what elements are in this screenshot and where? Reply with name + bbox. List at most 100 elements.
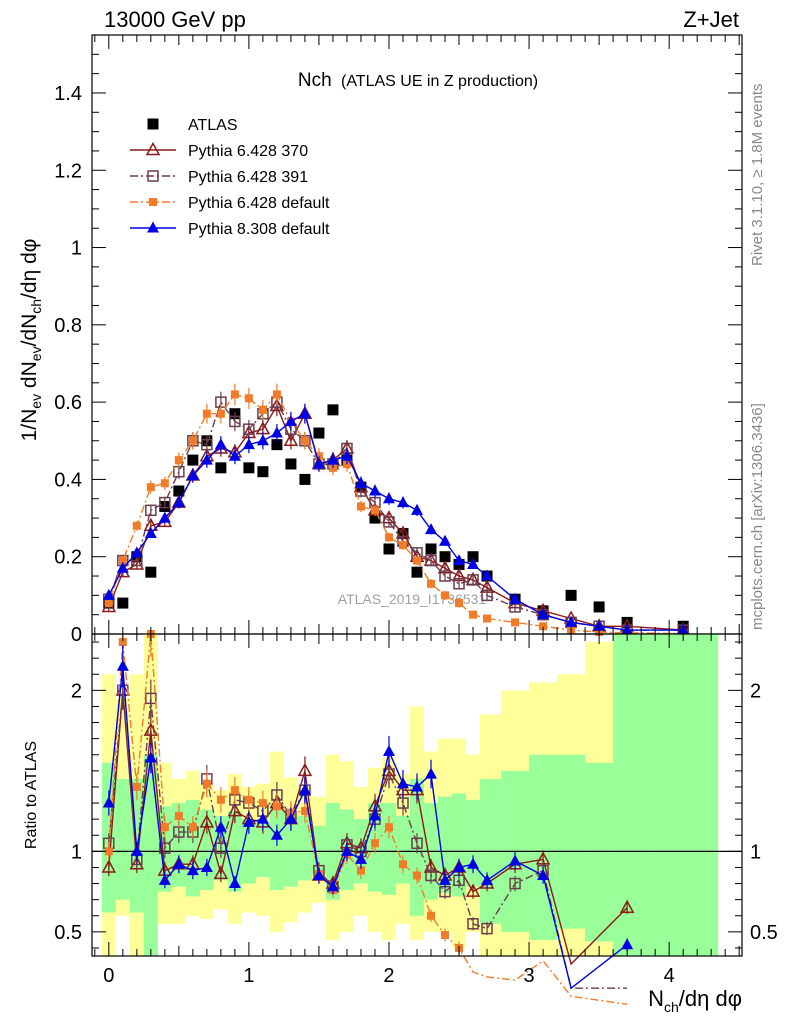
ratio-point [509,854,522,866]
ratio-y-tick-label: 0.5 [54,922,82,944]
data-point [118,556,127,565]
data-point [411,566,423,578]
ratio-point [199,814,215,828]
ratio-point [481,922,493,935]
data-point [214,438,227,450]
data-point [270,426,283,438]
ratio-point [298,783,311,795]
ratio-axes: 0.5 0.5 1 1 2 2 0 1 2 3 4 [54,35,778,987]
data-point [413,556,421,565]
legend-label: ATLAS [188,117,238,134]
ratio-point [284,812,297,824]
ratio-series-3 [102,645,634,990]
ratio-point [300,807,309,816]
ratio-point [144,751,157,763]
ratio-point [619,899,635,913]
ratio-point [413,871,421,880]
data-point [129,556,145,570]
data-point [160,479,169,488]
ratio-point [230,786,239,795]
ratio-point [509,877,521,890]
data-point [398,541,407,550]
legend-label: Pythia 6.428 370 [188,143,308,160]
ratio-point [188,823,197,832]
data-point [158,511,171,523]
legend-marker [145,141,161,156]
ratio-point [213,865,229,880]
data-point [201,438,213,451]
ratio-y-tick-label: 1 [71,841,82,863]
data-point [144,527,157,539]
ratio-point [202,779,211,788]
plot-title: Nch (ATLAS UE in Z production) [298,70,538,91]
data-point [146,483,155,492]
ratio-point [228,877,241,889]
data-point [439,551,451,563]
data-point [172,496,185,508]
ratio-point [481,873,494,885]
legend-entry: Pythia 6.428 default [130,195,330,212]
inner-band-bin [143,754,158,956]
ratio-point [200,860,213,872]
ratio-point [340,844,353,856]
ratio-point [427,911,436,920]
data-point [537,608,550,620]
ratio-point [216,795,225,804]
ratio-point [354,852,367,864]
energy-label: 13000 GeV pp [104,7,246,32]
ratio-point [118,638,127,647]
ratio-point [467,857,480,869]
series-line [108,412,684,631]
x-tick-label: 2 [383,965,394,987]
data-point [104,599,113,608]
data-point [383,516,395,528]
inner-band-bin [297,815,312,881]
legend-label: Pythia 8.308 default [188,221,330,238]
data-point [481,569,494,581]
legend-label: Pythia 6.428 default [188,195,330,212]
plot-title-sub: (ATLAS UE in Z production) [341,73,538,90]
ratio-point [384,823,393,832]
data-point [202,409,211,418]
ratio-point [101,859,117,873]
process-label: Z+Jet [683,7,739,32]
data-point [132,521,141,530]
y-tick-label: 0.6 [54,392,82,414]
data-point [455,599,464,608]
data-point [511,618,520,627]
ratio-point [130,844,143,856]
inner-band-bin [585,762,614,942]
data-point [469,610,478,619]
ratio-point [172,857,185,869]
data-point [117,597,129,609]
main-panel: ATLAS_2019_I1736531 Nch (ATLAS UE in Z p… [54,34,743,646]
data-point [145,504,157,517]
data-point [467,551,479,563]
data-point [145,566,157,578]
ratio-point [270,828,283,840]
ratio-point [467,918,479,930]
data-point [396,496,409,508]
data-point [368,484,381,496]
ratio-point [104,847,113,856]
inner-band-bin [115,778,130,900]
data-point [439,534,452,546]
data-point [467,557,480,569]
ratio-point [356,866,365,875]
data-point [283,432,299,447]
ratio-point [242,815,255,827]
ratio-point [425,869,437,882]
main-ylabel: 1/Nev dNev/dNch/dη dφ [18,239,44,442]
inner-band-bin [466,799,481,887]
ratio-point [214,820,227,832]
ratio-point [397,797,409,809]
ratio-point [439,873,452,885]
inner-band-bin [557,754,586,929]
ratio-point [160,823,169,832]
data-point [299,473,311,485]
data-point [384,533,393,542]
data-point [411,503,423,515]
data-point [258,405,267,414]
data-point [314,452,323,461]
y-tick-label: 0.8 [54,315,82,337]
